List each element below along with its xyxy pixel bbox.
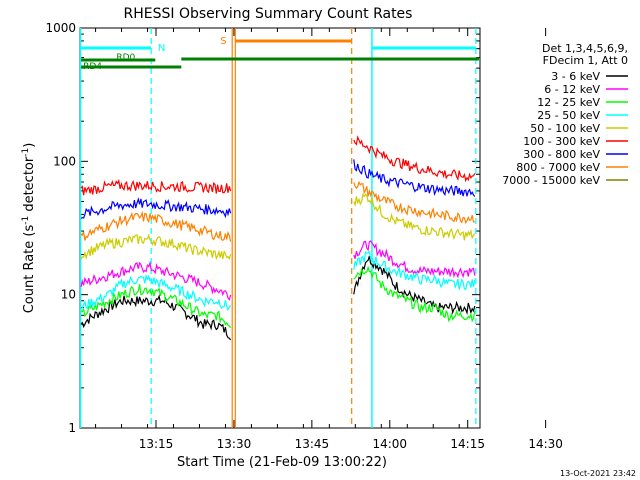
legend-header: Det 1,3,4,5,6,9, <box>542 42 628 55</box>
series-line-seg2 <box>353 255 476 316</box>
series-line-seg1 <box>80 273 232 312</box>
series-line-seg2 <box>353 240 476 279</box>
series-line-seg1 <box>80 260 232 301</box>
x-tick-label: 13:15 <box>139 437 174 451</box>
series-line-seg2 <box>353 180 476 225</box>
series-line-seg1 <box>80 197 232 219</box>
y-tick-label: 100 <box>53 154 76 168</box>
series-line-seg2 <box>353 192 476 241</box>
legend-label: 12 - 25 keV <box>537 96 600 109</box>
y-tick-label: 1 <box>68 421 76 435</box>
x-tick-label: 13:30 <box>217 437 252 451</box>
series-line-seg2 <box>353 265 476 323</box>
night-label: N <box>158 43 165 54</box>
x-tick-label: 13:45 <box>295 437 330 451</box>
x-axis-label: Start Time (21-Feb-09 13:00:22) <box>177 455 387 470</box>
y-tick-label: 1000 <box>45 21 76 35</box>
legend-label: 3 - 6 keV <box>551 70 600 83</box>
series-line-seg2 <box>353 159 476 197</box>
legend-label: 800 - 7000 keV <box>516 161 600 174</box>
series-line-seg1 <box>80 294 232 341</box>
x-tick-label: 14:00 <box>372 437 407 451</box>
series-line-seg1 <box>80 233 232 261</box>
y-tick-label: 10 <box>61 288 76 302</box>
legend-label: 25 - 50 keV <box>537 109 600 122</box>
timestamp-label: 13-Oct-2021 23:42 <box>560 469 636 478</box>
y-axis-label: Count Rate (s-1 detector-1) <box>21 143 37 314</box>
legend-label: 7000 - 15000 keV <box>502 174 600 187</box>
rd4-label: RD4 <box>83 62 102 72</box>
legend-label: 100 - 300 keV <box>523 135 600 148</box>
series-line-seg2 <box>353 135 476 183</box>
rd0-label: RD0 <box>116 53 135 63</box>
series-line-seg1 <box>80 284 232 329</box>
x-tick-label: 14:15 <box>450 437 485 451</box>
saa-label: S <box>220 36 226 47</box>
legend-label: 6 - 12 keV <box>544 83 600 96</box>
legend-label: 300 - 800 keV <box>523 148 600 161</box>
legend-label: 50 - 100 keV <box>530 122 600 135</box>
legend-header: FDecim 1, Att 0 <box>543 54 628 67</box>
x-tick-label: 14:30 <box>528 437 563 451</box>
series-line-seg2 <box>353 250 476 291</box>
series-line-seg1 <box>80 210 232 242</box>
chart-title: RHESSI Observing Summary Count Rates <box>124 6 413 22</box>
series-line-seg1 <box>80 178 232 196</box>
